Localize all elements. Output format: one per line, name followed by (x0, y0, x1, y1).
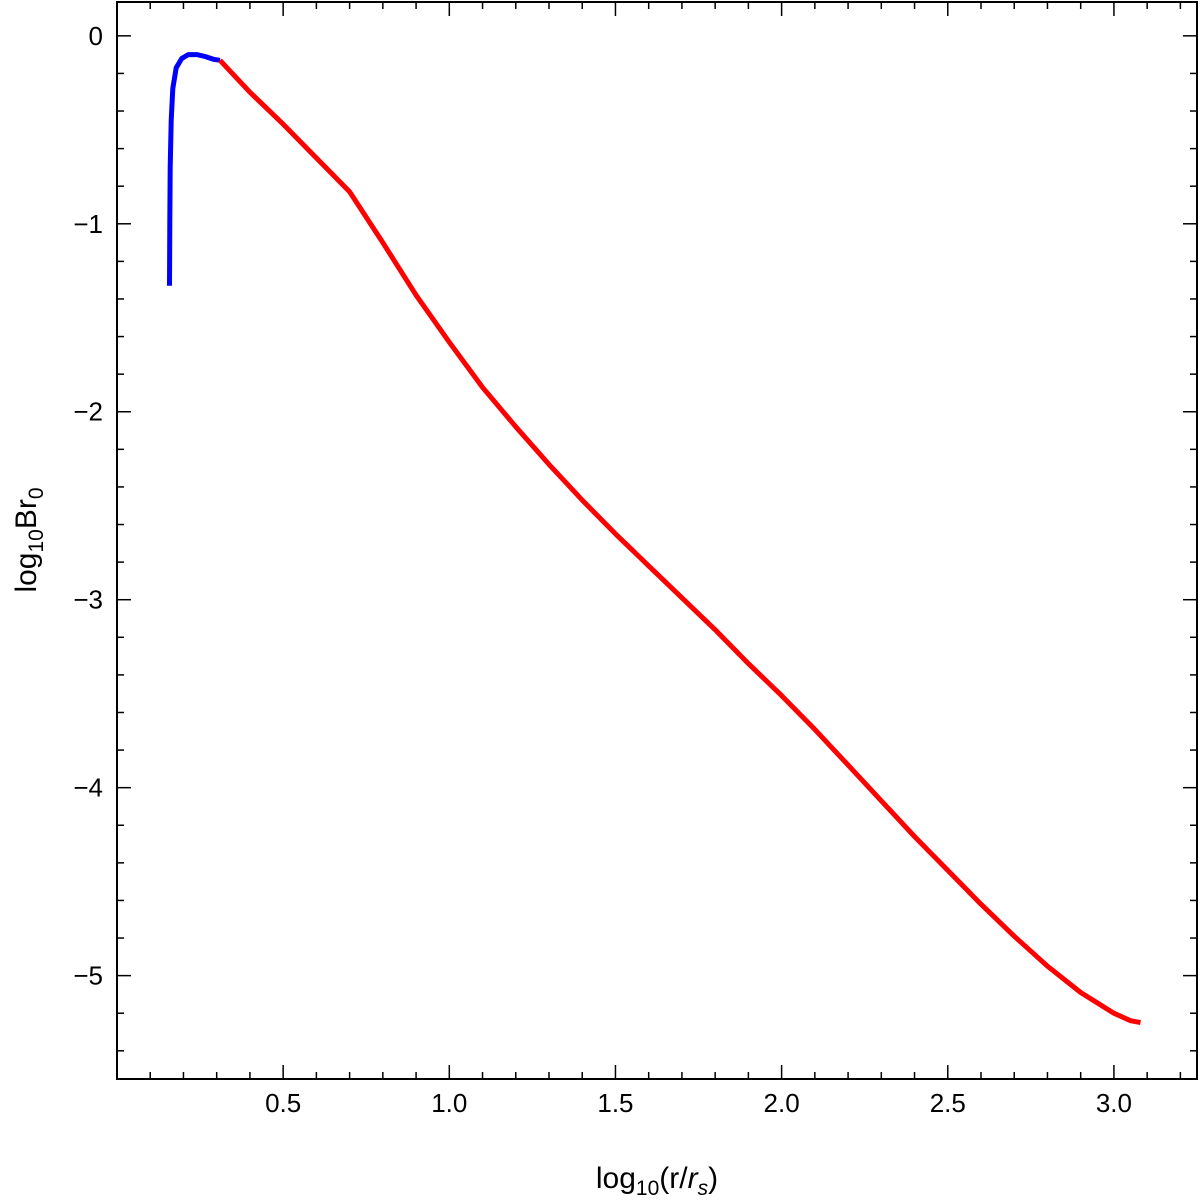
series-line-1 (218, 58, 1141, 1026)
x-tick-label: 2.5 (930, 1088, 966, 1118)
y-tick-label: −3 (73, 585, 103, 615)
x-tick-label: 0.5 (265, 1088, 301, 1118)
y-axis-label-prefix: log (10, 553, 43, 593)
x-axis-label-sub: 10 (636, 1177, 659, 1200)
y-axis-label-sub: 10 (25, 529, 48, 552)
series-line-0 (167, 52, 221, 286)
y-axis-label-mid: Br (10, 499, 43, 529)
y-tick-label: −2 (73, 397, 103, 427)
y-tick-label: 0 (89, 21, 103, 51)
series-layer (167, 52, 1141, 1026)
tick-labels: 0.5 1.0 1.5 2.0 2.5 3.0 0 −1 −2 −3 −4 −5 (73, 21, 1132, 1118)
axis-ticks (117, 2, 1197, 1079)
y-tick-label: −5 (73, 961, 103, 991)
y-axis-label-sub2: 0 (25, 487, 48, 499)
x-tick-label: 1.5 (597, 1088, 633, 1118)
x-tick-label: 2.0 (764, 1088, 800, 1118)
x-axis-label-italic-sub: s (698, 1177, 709, 1200)
x-axis-label-suffix: ) (708, 1162, 718, 1195)
x-axis-label: log10(r/rs) (596, 1162, 718, 1200)
x-tick-label: 1.0 (431, 1088, 467, 1118)
y-tick-label: −4 (73, 773, 103, 803)
y-tick-label: −1 (73, 209, 103, 239)
plot-frame (116, 1, 1198, 1080)
x-axis-label-prefix: log (596, 1162, 636, 1195)
y-axis-label: log10Br0 (10, 487, 48, 592)
x-tick-label: 3.0 (1096, 1088, 1132, 1118)
x-axis-label-mid: (r/ (659, 1162, 688, 1195)
x-axis-label-italic: r (688, 1162, 699, 1195)
